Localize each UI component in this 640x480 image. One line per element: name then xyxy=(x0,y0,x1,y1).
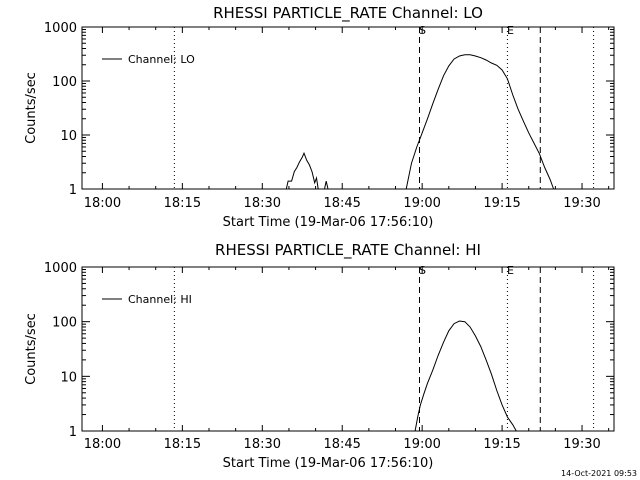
plot-frame xyxy=(81,266,615,432)
plot-frame xyxy=(81,26,615,190)
x-tick-label: 19:15 xyxy=(483,196,520,211)
chart-title: RHESSI PARTICLE_RATE Channel: HI xyxy=(215,241,481,260)
y-tick-label: 10 xyxy=(60,370,77,385)
x-tick-label: 19:00 xyxy=(403,437,440,452)
y-tick-label: 1000 xyxy=(44,261,77,276)
x-tick-label: 19:30 xyxy=(563,196,600,211)
marker-label: S xyxy=(419,24,426,37)
y-tick-label: 1000 xyxy=(44,21,77,36)
x-axis-label: Start Time (19-Mar-06 17:56:10) xyxy=(223,215,434,230)
y-axis-label: Counts/sec xyxy=(24,72,39,144)
y-tick-label: 100 xyxy=(52,75,77,90)
marker-label: E xyxy=(507,264,514,277)
y-tick-label: 100 xyxy=(52,316,77,331)
x-tick-label: 19:30 xyxy=(563,437,600,452)
y-tick-label: 1 xyxy=(69,183,77,198)
series-line xyxy=(405,54,555,190)
y-axis-label: Counts/sec xyxy=(24,313,39,385)
series-line xyxy=(324,180,329,190)
x-tick-label: 18:00 xyxy=(84,196,121,211)
y-tick-label: 1 xyxy=(69,425,77,440)
x-tick-label: 19:00 xyxy=(403,196,440,211)
x-tick-label: 18:45 xyxy=(323,196,360,211)
footer-timestamp: 14-Oct-2021 09:53 xyxy=(561,469,637,478)
x-tick-label: 18:00 xyxy=(84,437,121,452)
series-line xyxy=(414,320,517,432)
x-tick-label: 18:15 xyxy=(164,196,201,211)
y-tick-label: 10 xyxy=(60,129,77,144)
x-tick-label: 18:30 xyxy=(244,196,281,211)
x-tick-label: 18:15 xyxy=(164,437,201,452)
legend-label: Channel: HI xyxy=(128,293,192,306)
marker-label: S xyxy=(419,264,426,277)
panel-hi: RHESSI PARTICLE_RATE Channel: HI 18:00 18:… xyxy=(24,241,615,471)
series-line xyxy=(285,151,319,190)
x-tick-label: 19:15 xyxy=(483,437,520,452)
marker-label: E xyxy=(507,24,514,37)
chart-title: RHESSI PARTICLE_RATE Channel: LO xyxy=(213,4,483,23)
x-axis-label: Start Time (19-Mar-06 17:56:10) xyxy=(223,456,434,471)
x-tick-label: 18:45 xyxy=(323,437,360,452)
x-tick-label: 18:30 xyxy=(244,437,281,452)
panel-lo: RHESSI PARTICLE_RATE Channel: LO 18:00 18:… xyxy=(24,4,615,230)
legend-label: Channel: LO xyxy=(128,53,195,66)
